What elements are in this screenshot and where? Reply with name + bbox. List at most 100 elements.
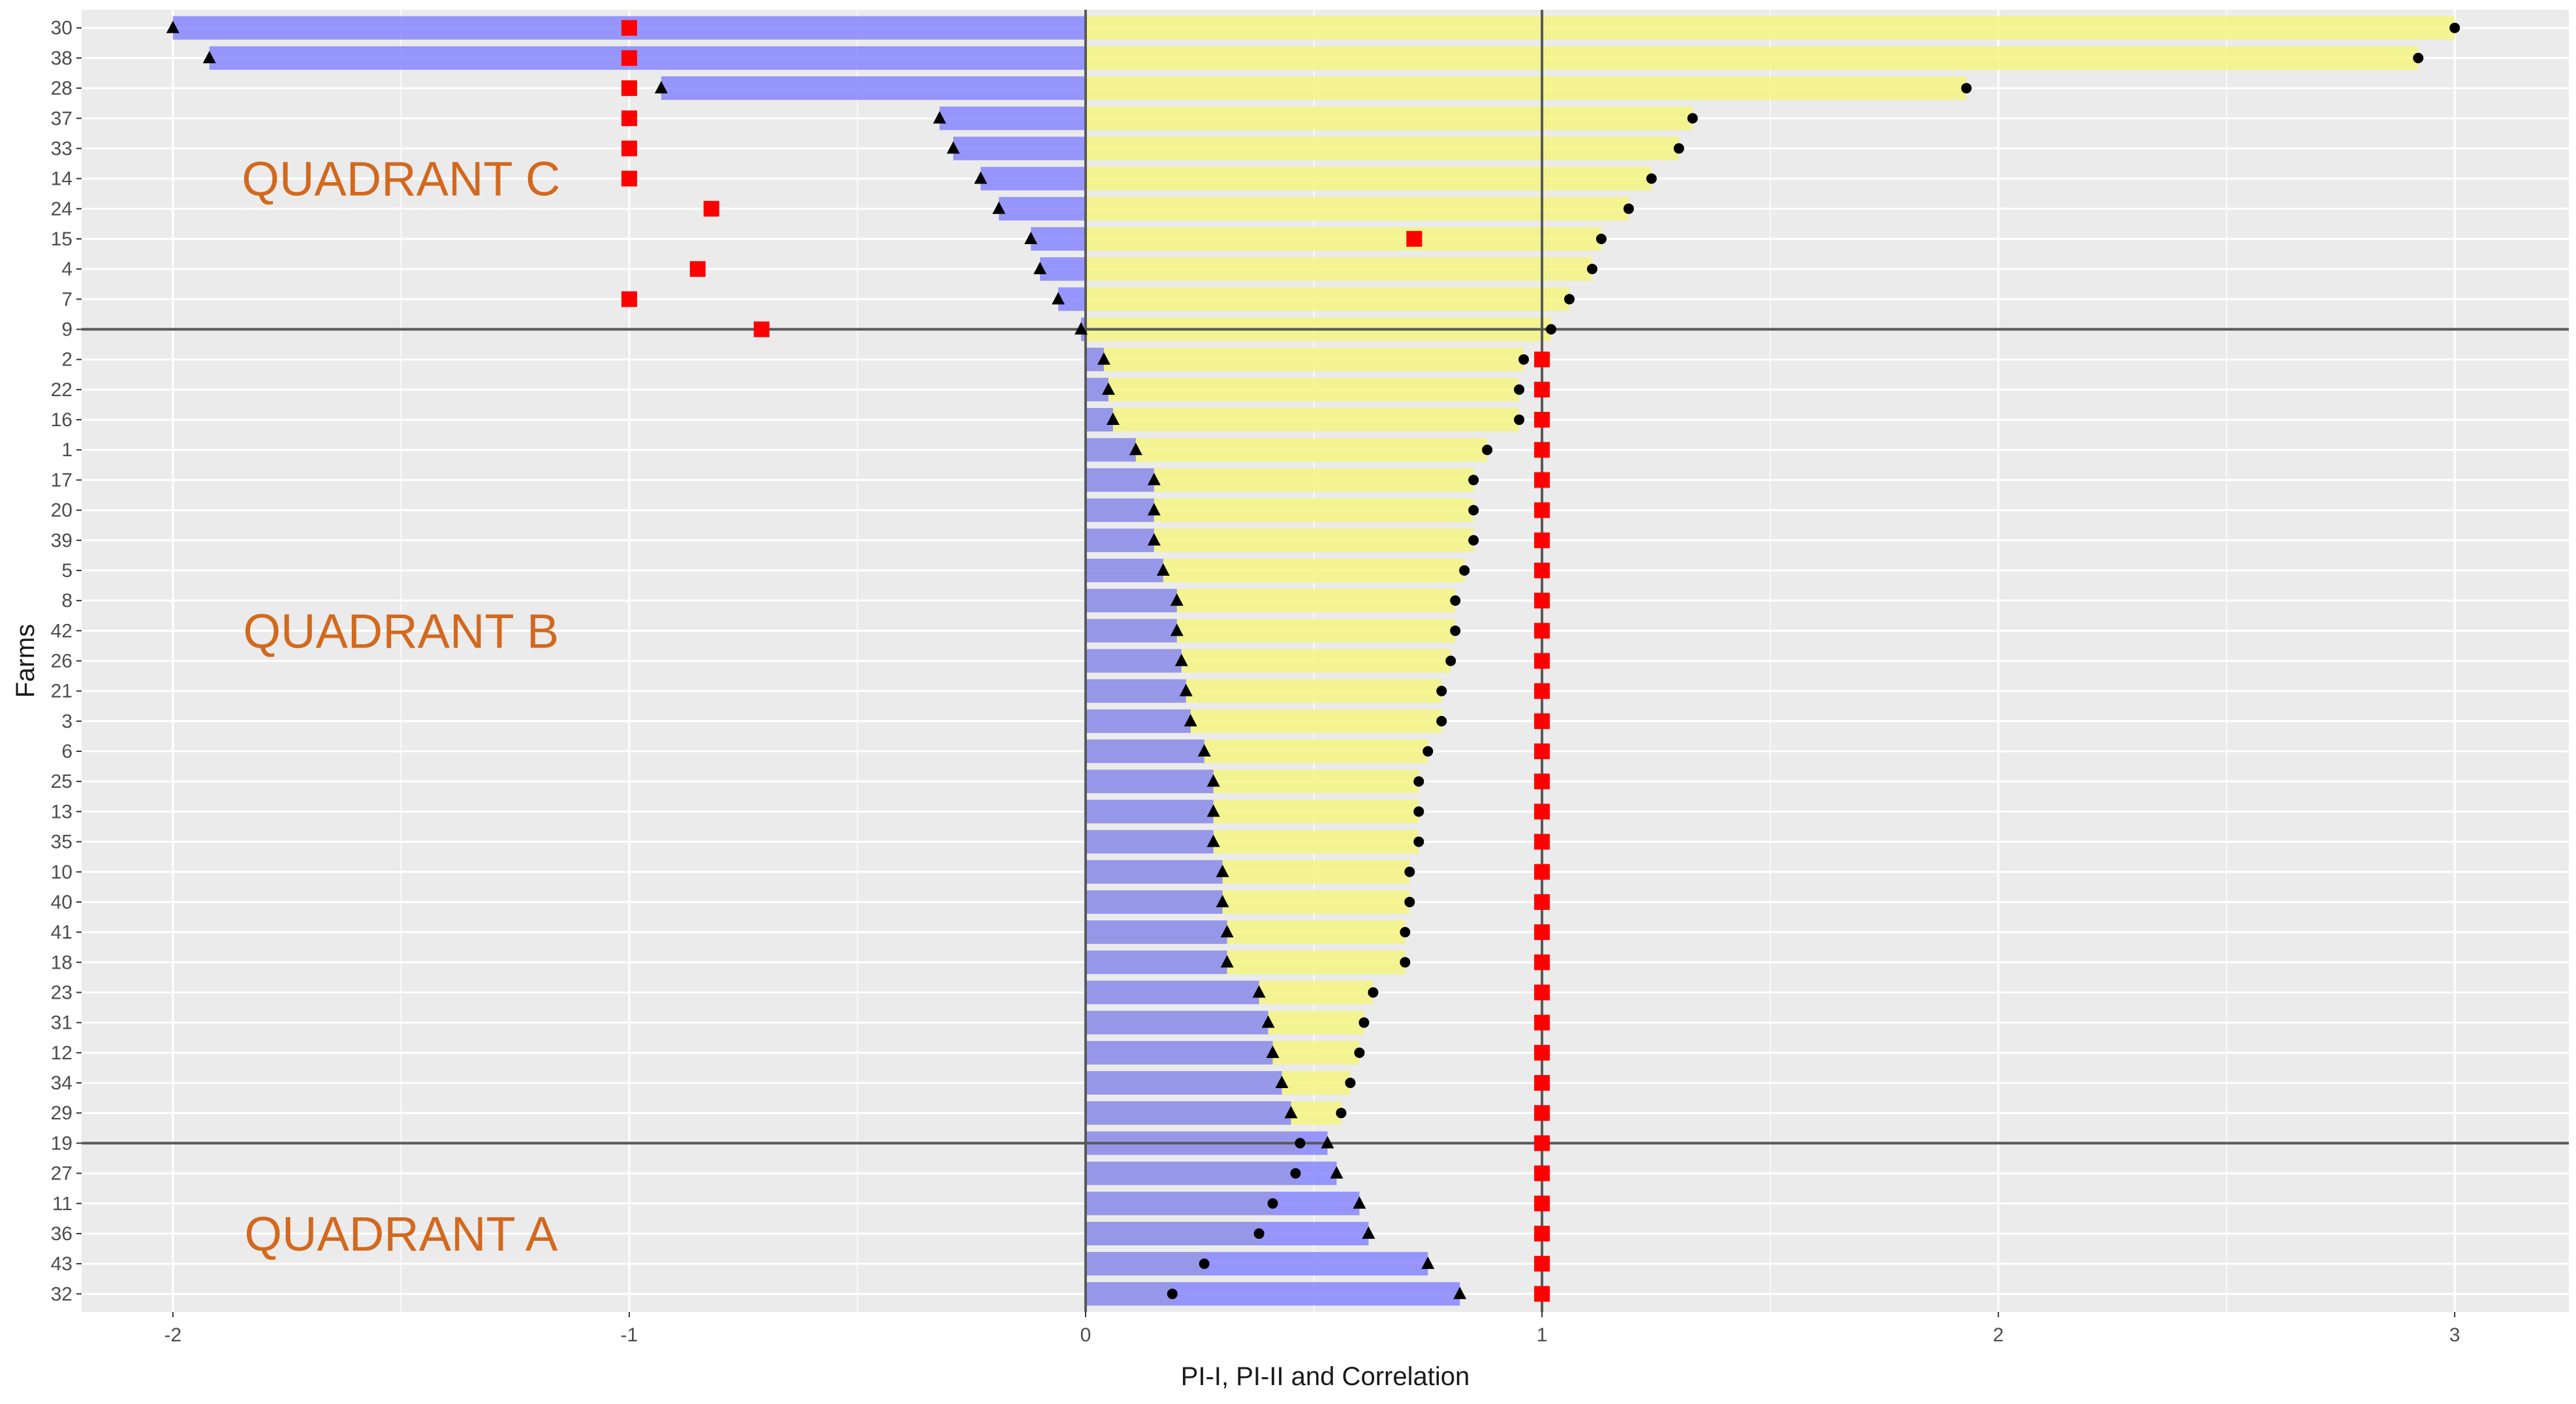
pi1-point — [1421, 1256, 1435, 1270]
y-tick-label: 9 — [61, 319, 72, 341]
pi1-point — [1330, 1166, 1343, 1179]
correlation-point — [1534, 412, 1550, 428]
correlation-point — [753, 321, 770, 337]
y-tick-label: 31 — [51, 1012, 72, 1034]
pi1-point — [1106, 413, 1120, 426]
pi2-point — [1368, 987, 1379, 998]
pi1-bar — [1085, 1252, 1428, 1276]
pi1-point — [1216, 894, 1229, 907]
correlation-point — [1406, 230, 1422, 247]
y-tick-label: 18 — [51, 952, 72, 973]
pi2-point — [1514, 414, 1525, 426]
pi1-bar — [1085, 980, 1259, 1005]
pi2-bar — [1085, 226, 1601, 251]
pi2-point — [1199, 1258, 1210, 1270]
pi1-point — [1284, 1106, 1298, 1119]
pi1-bar — [1085, 1221, 1369, 1245]
pi1-bar — [1085, 438, 1136, 462]
pi2-point — [1267, 1198, 1278, 1209]
pi1-bar — [1085, 1071, 1282, 1095]
pi2-point — [1336, 1108, 1347, 1119]
pi1-point — [1052, 292, 1065, 305]
pi1-bar — [1085, 589, 1177, 613]
pi2-bar — [1085, 347, 1524, 371]
pi2-point — [1404, 866, 1415, 877]
correlation-point — [1534, 924, 1550, 941]
correlation-point — [1534, 502, 1550, 518]
correlation-point — [1534, 1195, 1550, 1211]
pi1-point — [1197, 744, 1211, 757]
pi1-point — [1074, 322, 1088, 335]
correlation-point — [689, 261, 706, 277]
pi1-point — [1147, 533, 1161, 546]
markers — [166, 20, 2460, 1302]
correlation-point — [1534, 623, 1550, 639]
y-tick-label: 21 — [51, 681, 72, 702]
x-axis-title: PI-I, PI-II and Correlation — [1181, 1362, 1469, 1391]
pi1-bar — [1085, 468, 1154, 492]
correlation-point — [1534, 1044, 1550, 1061]
quadrant-label: QUADRANT C — [242, 152, 560, 206]
pi2-point — [1345, 1078, 1356, 1089]
correlation-point — [1534, 743, 1550, 760]
quadrant-label: QUADRANT B — [243, 604, 559, 658]
pi2-point — [1687, 113, 1698, 124]
y-tick-label: 11 — [52, 1193, 72, 1215]
y-tick-label: 41 — [51, 922, 72, 943]
pi1-bar — [1085, 860, 1223, 884]
y-tick-label: 20 — [51, 500, 72, 522]
y-tick-label: 35 — [51, 832, 72, 853]
correlation-point — [1534, 773, 1550, 790]
pi1-bar — [1085, 408, 1113, 432]
pi2-point — [1546, 324, 1557, 335]
pi1-bar — [1085, 649, 1182, 673]
pi1-bar — [981, 166, 1086, 191]
pi1-bar — [1085, 890, 1223, 914]
correlation-point — [621, 110, 637, 127]
y-tick-label: 1 — [61, 439, 72, 461]
pi1-bar — [1085, 770, 1214, 794]
x-tick-label: -1 — [621, 1324, 638, 1346]
pi2-bar — [1085, 377, 1520, 401]
correlation-point — [1534, 351, 1550, 367]
pi1-bar — [209, 46, 1086, 70]
pi1-point — [1147, 473, 1161, 486]
pi1-point — [1220, 955, 1234, 968]
y-tick-label: 34 — [51, 1072, 72, 1094]
correlation-point — [1534, 442, 1550, 458]
pi1-bar — [1085, 920, 1227, 944]
pi2-point — [1445, 655, 1456, 666]
pi2-point — [1354, 1047, 1365, 1058]
pi1-point — [1206, 774, 1220, 787]
x-tick-label: 0 — [1080, 1324, 1092, 1346]
pi2-point — [1436, 715, 1447, 726]
pi1-bar — [1040, 257, 1086, 281]
y-tick-label: 28 — [51, 78, 72, 99]
pi1-bar — [939, 106, 1086, 131]
pi2-bar — [1085, 196, 1629, 221]
pi1-point — [166, 20, 180, 33]
pi1-point — [1024, 231, 1038, 244]
y-tick-label: 42 — [51, 620, 72, 642]
y-tick-label: 15 — [51, 228, 72, 250]
pi1-bar — [1085, 740, 1204, 764]
pi2-bar — [1085, 76, 1967, 101]
y-tick-label: 22 — [51, 379, 72, 401]
pi1-point — [1216, 864, 1229, 877]
pi2-bar — [1085, 438, 1488, 462]
pi1-bar — [1085, 830, 1214, 854]
correlation-point — [621, 140, 637, 157]
y-tick-label: 14 — [51, 168, 72, 190]
pi2-point — [1518, 354, 1530, 365]
y-tick-label: 5 — [61, 560, 72, 582]
pi1-bar — [1085, 528, 1154, 552]
pi2-point — [1459, 565, 1470, 576]
y-axis-title: Farms — [11, 624, 40, 698]
pi2-point — [1482, 445, 1493, 456]
y-tick-label: 43 — [51, 1253, 72, 1275]
quadrant-labels: QUADRANT C QUADRANT B QUADRANT A — [242, 152, 560, 1261]
pi2-point — [1290, 1168, 1301, 1179]
x-axis: -2 -1 0 1 2 3 — [164, 1312, 2460, 1346]
pi1-point — [1453, 1287, 1467, 1300]
